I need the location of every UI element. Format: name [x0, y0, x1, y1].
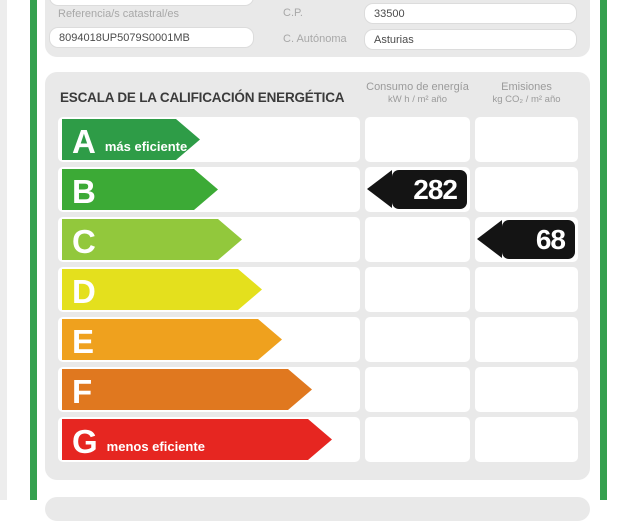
- catastral-label: Referencia/s catastral/es: [58, 8, 180, 20]
- emisiones-cell: [475, 367, 578, 412]
- rating-track: D: [58, 267, 360, 312]
- catastral-input[interactable]: 8094018UP5079S0001MB: [49, 27, 254, 48]
- emisiones-cell: [475, 167, 578, 212]
- emisiones-value-arrow: 68: [477, 220, 575, 259]
- rating-track: A más eficiente: [58, 117, 360, 162]
- rating-letter: E: [72, 322, 95, 360]
- next-section-panel: [45, 497, 590, 521]
- rating-row-g: G menos eficiente: [58, 417, 578, 462]
- energy-scale-panel: ESCALA DE LA CALIFICACIÓN ENERGÉTICA Con…: [45, 72, 590, 480]
- rating-letter: F: [72, 372, 93, 410]
- rating-track: F: [58, 367, 360, 412]
- rating-arrow-g: G menos eficiente: [62, 419, 332, 460]
- rating-arrow-e: E: [62, 319, 282, 360]
- consumo-cell: [365, 367, 470, 412]
- rating-track: B: [58, 167, 360, 212]
- rating-arrow-d: D: [62, 269, 262, 310]
- emisiones-value: 68: [535, 224, 566, 255]
- certificate-frame-left-border: [30, 0, 37, 500]
- rating-arrow-b: B: [62, 169, 218, 210]
- consumo-cell: [365, 217, 470, 262]
- rating-row-b: B 282: [58, 167, 578, 212]
- autonoma-input[interactable]: Asturias: [364, 29, 577, 50]
- rating-track: G menos eficiente: [58, 417, 360, 462]
- rating-rows: A más eficiente B 282: [58, 117, 578, 467]
- consumo-cell: [365, 417, 470, 462]
- rating-row-f: F: [58, 367, 578, 412]
- cp-input[interactable]: 33500: [364, 3, 577, 24]
- emisiones-cell: [475, 317, 578, 362]
- consumo-column-header: Consumo de energía kW h / m² año: [366, 81, 469, 105]
- building-data-panel: Referencia/s catastral/es 8094018UP5079S…: [45, 0, 590, 57]
- rating-letter: G: [72, 422, 98, 460]
- emisiones-cell: [475, 417, 578, 462]
- input-partial-top[interactable]: [49, 0, 254, 6]
- consumo-cell: [365, 267, 470, 312]
- rating-arrow-a: A más eficiente: [62, 119, 200, 160]
- rating-arrow-c: C: [62, 219, 242, 260]
- rating-track: C: [58, 217, 360, 262]
- most-efficient-label: más eficiente: [104, 139, 188, 154]
- emisiones-cell: [475, 117, 578, 162]
- rating-row-c: C 68: [58, 217, 578, 262]
- emisiones-column-header: Emisiones kg CO₂ / m² año: [492, 81, 561, 105]
- rating-track: E: [58, 317, 360, 362]
- page-left-margin: [0, 0, 7, 500]
- rating-letter: B: [72, 172, 96, 210]
- rating-row-a: A más eficiente: [58, 117, 578, 162]
- rating-letter: C: [72, 222, 96, 260]
- scale-header: ESCALA DE LA CALIFICACIÓN ENERGÉTICA Con…: [45, 72, 590, 117]
- emisiones-cell: [475, 267, 578, 312]
- autonoma-label: C. Autónoma: [283, 33, 347, 45]
- rating-row-e: E: [58, 317, 578, 362]
- consumo-value: 282: [413, 174, 458, 205]
- rating-letter: A: [72, 122, 96, 160]
- consumo-cell: [365, 117, 470, 162]
- certificate-frame-right-border: [600, 0, 607, 500]
- consumo-cell: 282: [365, 167, 470, 212]
- rating-letter: D: [72, 272, 96, 310]
- rating-arrow-f: F: [62, 369, 312, 410]
- scale-title: ESCALA DE LA CALIFICACIÓN ENERGÉTICA: [60, 90, 345, 105]
- consumo-cell: [365, 317, 470, 362]
- cp-label: C.P.: [283, 7, 303, 19]
- least-efficient-label: menos eficiente: [106, 439, 205, 454]
- rating-row-d: D: [58, 267, 578, 312]
- emisiones-cell: 68: [475, 217, 578, 262]
- consumo-value-arrow: 282: [367, 170, 467, 209]
